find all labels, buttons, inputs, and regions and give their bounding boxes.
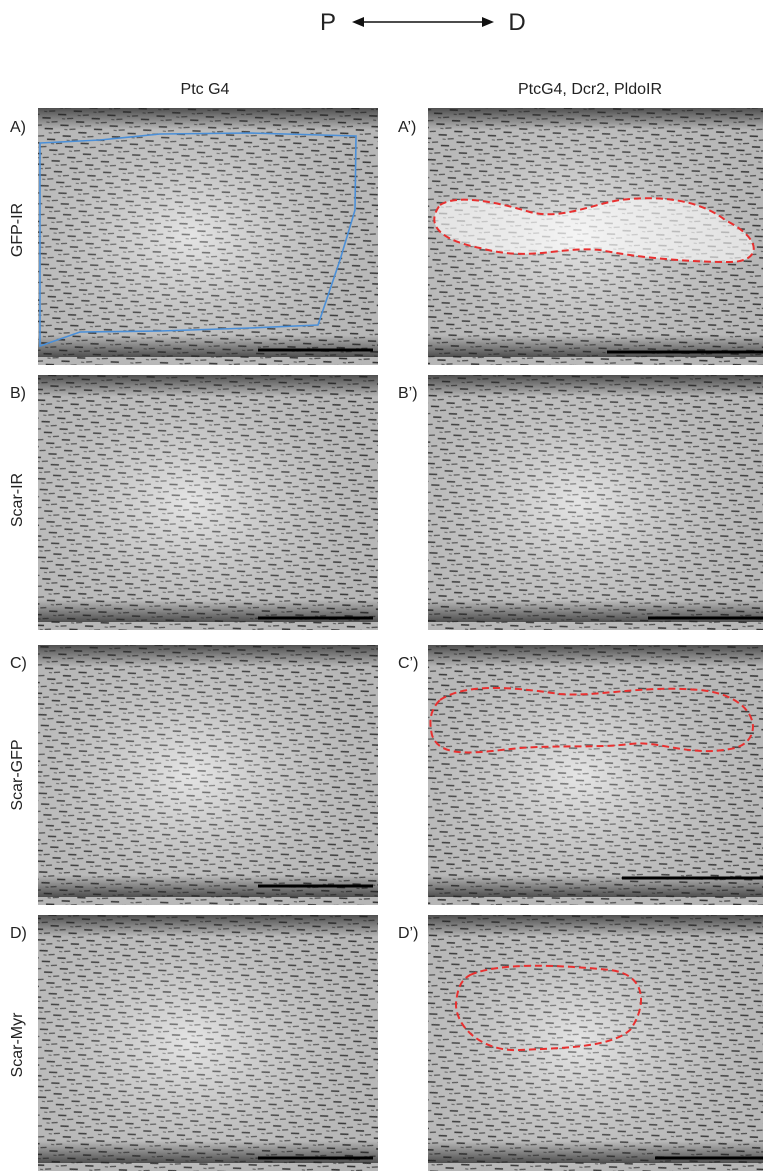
vein: [38, 1141, 378, 1163]
row-label: GFP-IR: [9, 203, 26, 257]
vein: [38, 335, 378, 357]
row-label: Scar-GFP: [9, 739, 26, 810]
row-label: Scar-IR: [9, 473, 26, 527]
panel-label: C’): [398, 655, 418, 672]
clone-outline: [454, 964, 642, 1052]
micrograph-shade: [38, 915, 378, 1171]
panel-label: C): [10, 655, 27, 672]
micrograph-shade: [38, 645, 378, 905]
vein: [38, 645, 378, 667]
panel-label: D): [10, 925, 27, 942]
panel-label: D’): [398, 925, 418, 942]
clone-outline: [39, 132, 357, 348]
panel-label: A’): [398, 119, 416, 136]
vein: [428, 375, 763, 397]
vein: [38, 875, 378, 897]
vein: [428, 915, 763, 937]
vein: [428, 108, 763, 130]
axis-right-label: D: [508, 9, 525, 36]
vein: [38, 915, 378, 937]
vein: [428, 1141, 763, 1163]
vein: [38, 375, 378, 397]
panels: [38, 108, 763, 1171]
axis-left-label: P: [320, 9, 336, 36]
vein: [428, 335, 763, 357]
vein: [38, 108, 378, 130]
vein: [428, 645, 763, 667]
micrograph-shade: [38, 375, 378, 630]
micrograph-shade: [38, 108, 378, 365]
clone-outline: [429, 687, 754, 754]
vein: [428, 875, 763, 897]
panel-label: B): [10, 385, 26, 402]
micrograph-shade: [428, 375, 763, 630]
clone-outline: [433, 197, 755, 264]
panel-label: B’): [398, 385, 418, 402]
column-header: Ptc G4: [181, 81, 230, 98]
panel-label: A): [10, 119, 26, 136]
row-label: Scar-Myr: [9, 1012, 26, 1078]
micrograph-shade: [428, 645, 763, 905]
column-header: PtcG4, Dcr2, PldoIR: [518, 81, 662, 98]
